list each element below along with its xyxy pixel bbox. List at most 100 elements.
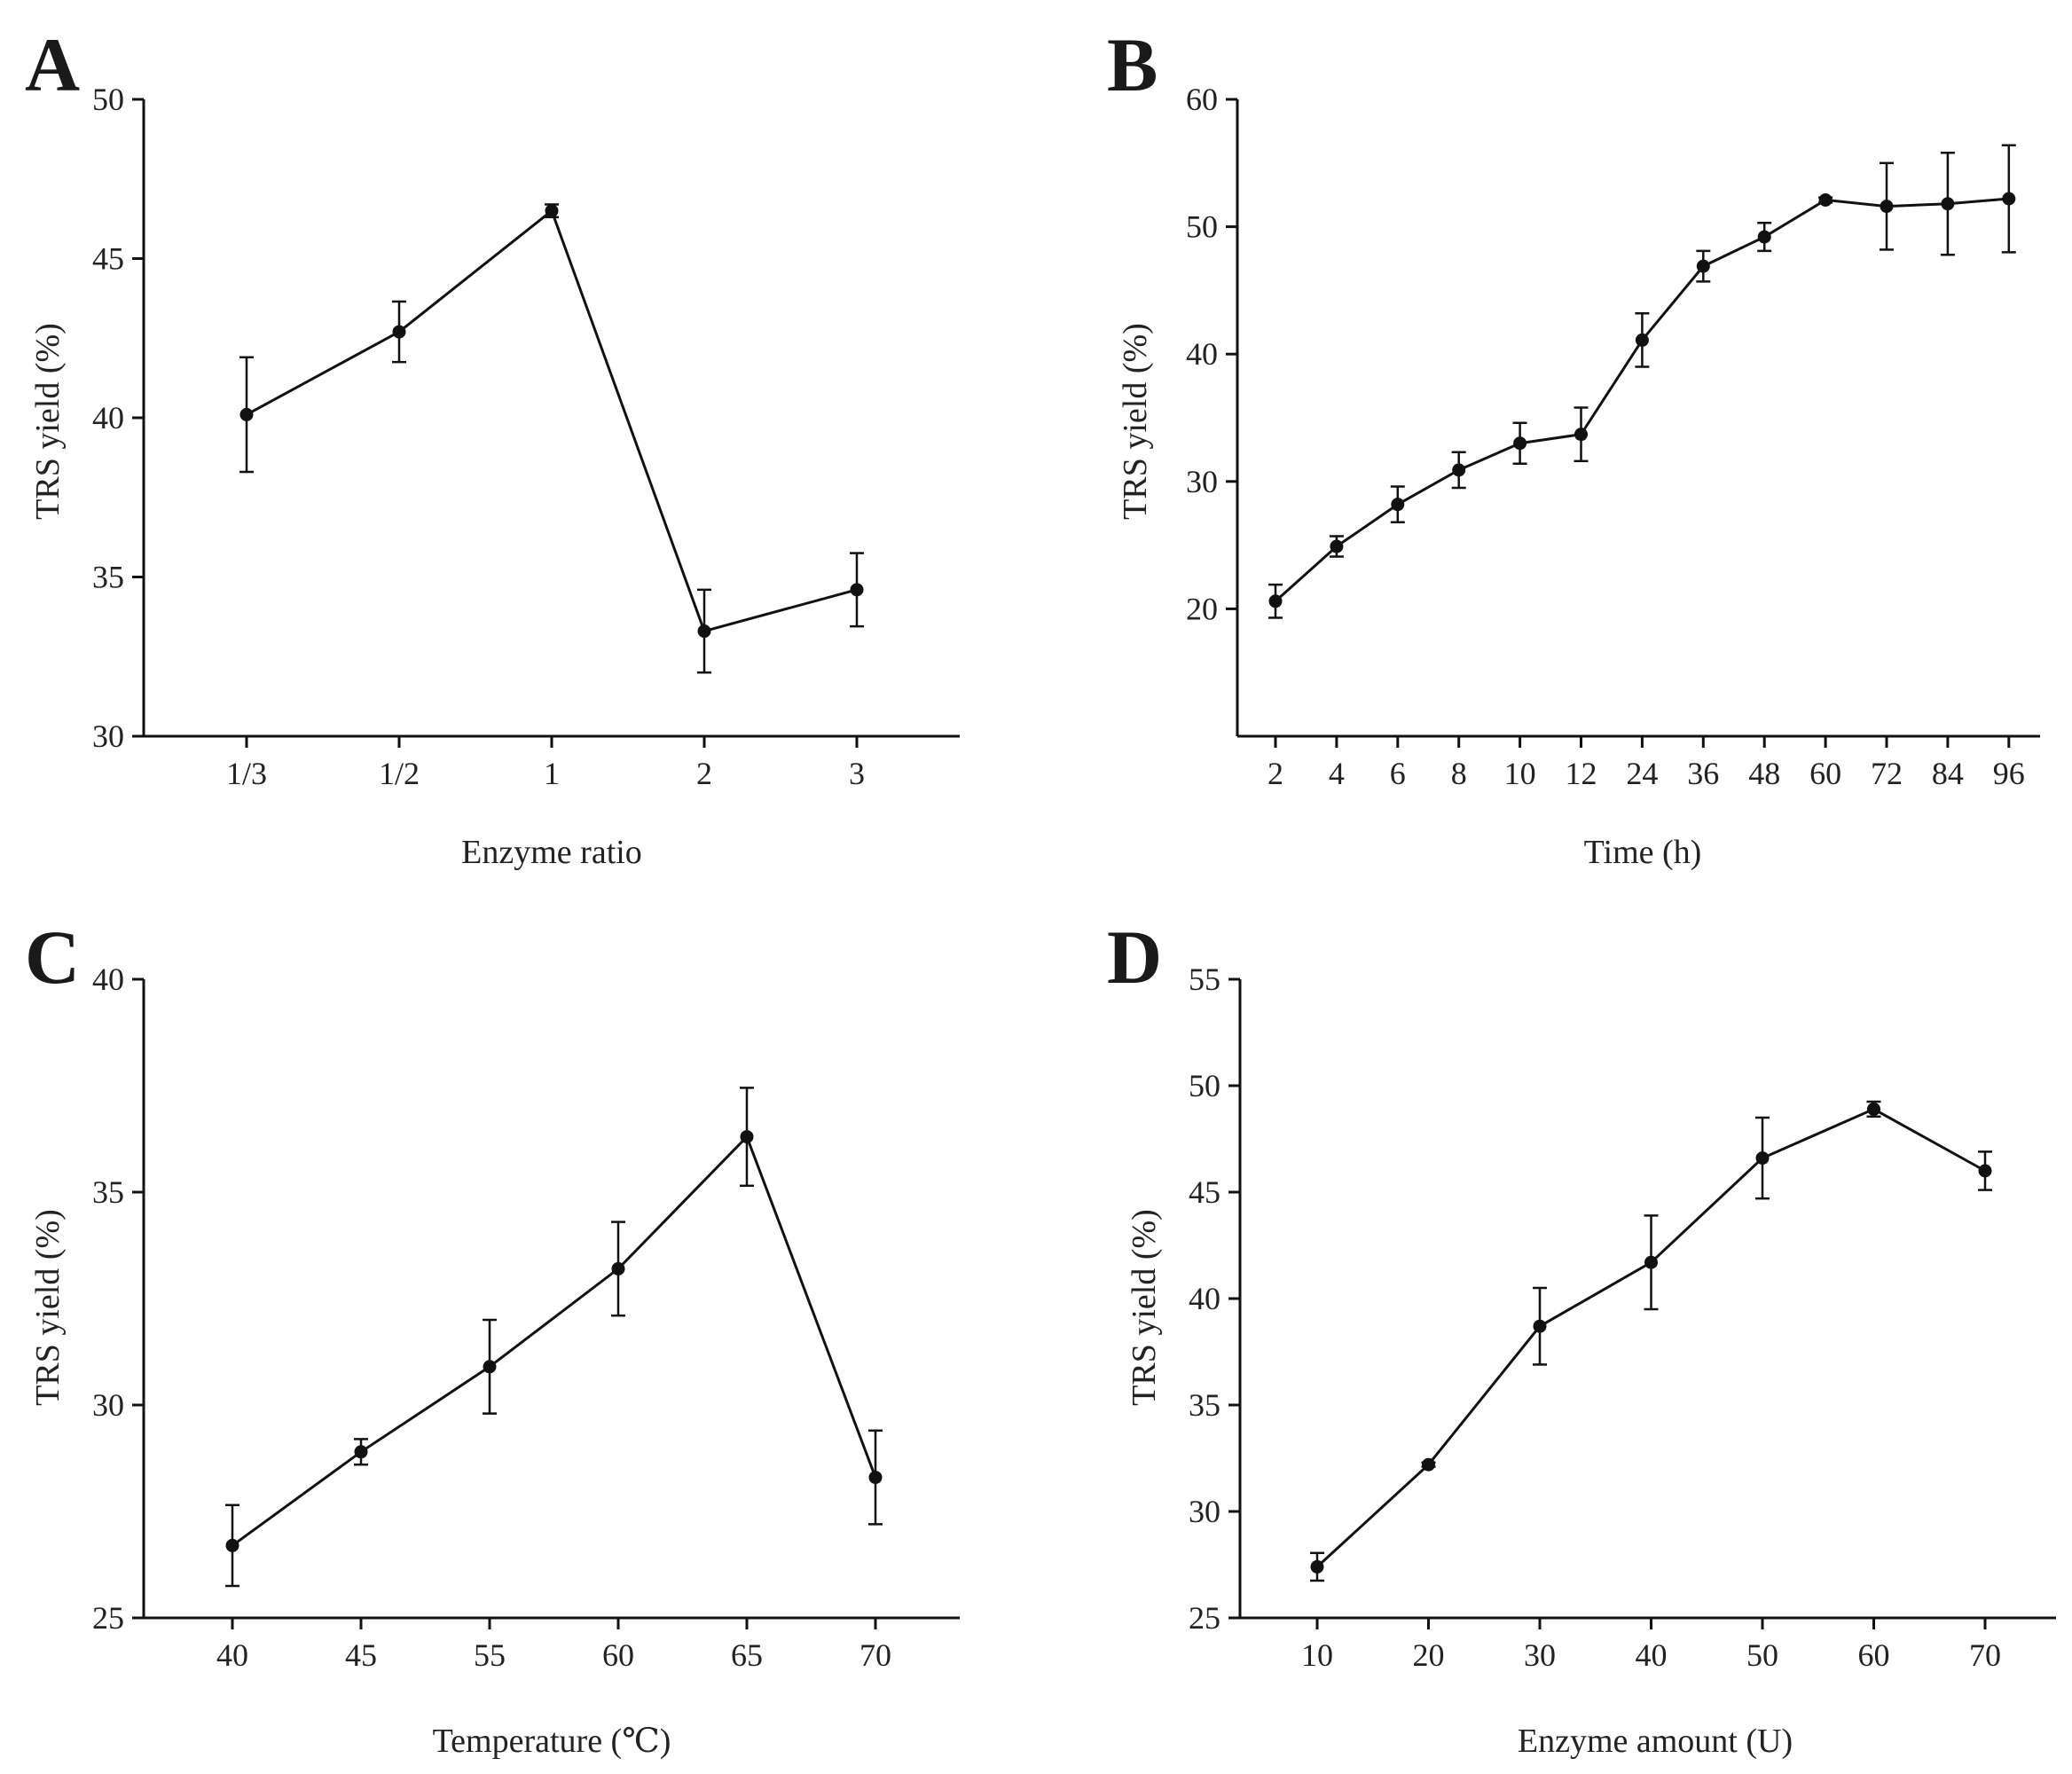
panel-d-ylabel: TRS yield (%) [1126, 1209, 1163, 1406]
panel-d-x-tick-label: 30 [1524, 1637, 1556, 1673]
panel-b-data-point [1330, 539, 1344, 553]
panel-a-y-tick-label: 40 [92, 400, 124, 436]
panel-b-y-tick-label: 60 [1186, 82, 1218, 117]
panel-c: C 25 30 35 40 40 45 55 60 65 70 Temperature (℃) T… [25, 914, 960, 1760]
panel-c-data-point [483, 1360, 497, 1374]
panel-b-data-point [1268, 594, 1283, 608]
panel-b-x-tick-label: 24 [1626, 756, 1658, 791]
panel-d-data-point [1867, 1102, 1880, 1116]
panel-b-data-point [1818, 192, 1833, 207]
panel-d-y-tick-label: 35 [1189, 1387, 1220, 1423]
panel-d-letter: D [1107, 914, 1162, 1000]
panel-d-xlabel: Enzyme amount (U) [1518, 1723, 1793, 1760]
panel-b-data-point [1635, 333, 1649, 347]
panel-d-data-point [1533, 1319, 1547, 1333]
panel-a-xlabel: Enzyme ratio [461, 834, 642, 871]
panel-c-data-point [354, 1445, 368, 1459]
panel-d-data-point [1310, 1559, 1324, 1574]
panel-c-data-point [868, 1471, 883, 1485]
panel-b-data-point [1757, 230, 1771, 244]
panel-d-x-tick-label: 40 [1636, 1637, 1668, 1673]
panel-a-x-tick-label: 1/2 [379, 756, 420, 791]
panel-c-data-point [611, 1261, 625, 1276]
panel-b-y-tick-label: 50 [1186, 209, 1218, 245]
panel-a-x-tick-label: 1 [544, 756, 560, 791]
panel-a: A 30 35 40 45 50 1/3 1/2 1 2 3 Enzyme ratio TRS y… [25, 22, 960, 871]
panel-b-x-tick-label: 6 [1390, 756, 1406, 791]
panel-b-data-point [1391, 498, 1405, 512]
panel-c-x-tick-label: 40 [216, 1637, 248, 1673]
panel-b-ylabel: TRS yield (%) [1117, 323, 1154, 520]
panel-b-x-tick-label: 2 [1268, 756, 1283, 791]
panel-c-x-tick-label: 55 [474, 1637, 506, 1673]
panel-b-x-tick-label: 48 [1748, 756, 1780, 791]
panel-c-letter: C [25, 914, 80, 1000]
panel-d-x-tick-label: 70 [1969, 1637, 2001, 1673]
panel-d-plot: 25 30 35 40 45 50 55 10 20 30 40 50 60 70 [1189, 962, 2056, 1673]
panel-d: D 25 30 35 40 45 50 55 10 20 30 40 50 60 70 Enzyme am… [1107, 914, 2056, 1760]
panel-d-data-point [1755, 1151, 1770, 1166]
panel-d-data-point [1978, 1164, 1992, 1178]
panel-c-y-tick-label: 40 [92, 962, 124, 997]
panel-a-data-point [545, 204, 559, 218]
panel-d-x-tick-label: 10 [1301, 1637, 1333, 1673]
panel-d-y-tick-label: 45 [1189, 1174, 1220, 1210]
panel-d-x-tick-label: 60 [1858, 1637, 1890, 1673]
panel-b-x-tick-label: 12 [1566, 756, 1597, 791]
panel-d-y-tick-label: 50 [1189, 1068, 1220, 1103]
panel-b-x-tick-label: 4 [1329, 756, 1345, 791]
panel-c-x-tick-label: 60 [602, 1637, 634, 1673]
panel-a-y-tick-label: 45 [92, 241, 124, 277]
panel-a-ylabel: TRS yield (%) [29, 323, 67, 520]
panel-d-x-tick-label: 50 [1746, 1637, 1778, 1673]
panel-a-data-point [239, 407, 254, 421]
panel-b-x-tick-label: 8 [1451, 756, 1467, 791]
panel-b-data-point [2002, 192, 2016, 206]
panel-a-data-point [850, 583, 864, 597]
panel-b-data-point [1513, 436, 1527, 451]
panel-c-series-line [232, 1134, 877, 1547]
panel-a-data-point [697, 624, 711, 639]
panel-b-data-point [1574, 428, 1588, 442]
panel-d-y-tick-label: 30 [1189, 1494, 1220, 1529]
panel-a-plot: 30 35 40 45 50 1/3 1/2 1 2 3 [92, 82, 960, 791]
panel-a-y-tick-label: 35 [92, 560, 124, 595]
panel-c-y-tick-label: 35 [92, 1174, 124, 1210]
panel-b-y-tick-label: 20 [1186, 591, 1218, 626]
panel-a-x-tick-label: 1/3 [226, 756, 267, 791]
panel-a-y-tick-label: 50 [92, 82, 124, 117]
panel-b-x-tick-label: 60 [1809, 756, 1841, 791]
panel-a-letter: A [25, 22, 80, 107]
panel-b-data-point [1941, 197, 1955, 211]
panel-c-y-tick-label: 30 [92, 1387, 124, 1423]
panel-b-data-point [1452, 463, 1466, 477]
panel-c-data-point [740, 1130, 754, 1144]
panel-c-x-tick-label: 45 [345, 1637, 377, 1673]
panel-a-x-tick-label: 2 [696, 756, 712, 791]
panel-a-data-point [392, 325, 406, 339]
panel-d-x-tick-label: 20 [1413, 1637, 1445, 1673]
panel-c-xlabel: Temperature (℃) [433, 1723, 671, 1760]
panel-b-y-tick-label: 40 [1186, 336, 1218, 372]
panel-d-y-tick-label: 40 [1189, 1281, 1220, 1316]
panel-b-x-tick-label: 84 [1932, 756, 1964, 791]
panel-b-data-point [1880, 200, 1894, 214]
panel-b-x-tick-label: 10 [1504, 756, 1536, 791]
panel-b-letter: B [1107, 22, 1158, 107]
panel-b-x-tick-label: 36 [1687, 756, 1719, 791]
panel-b-x-tick-label: 72 [1871, 756, 1903, 791]
panel-a-x-tick-label: 3 [849, 756, 865, 791]
panel-c-plot: 25 30 35 40 40 45 55 60 65 70 [92, 962, 960, 1673]
panel-c-y-tick-label: 25 [92, 1600, 124, 1636]
panel-a-y-tick-label: 30 [92, 718, 124, 754]
panel-d-y-tick-label: 25 [1189, 1600, 1220, 1636]
panel-c-x-tick-label: 70 [859, 1637, 891, 1673]
panel-b-xlabel: Time (h) [1584, 834, 1702, 871]
panel-b-x-tick-label: 96 [1993, 756, 2025, 791]
panel-c-x-tick-label: 65 [731, 1637, 763, 1673]
panel-b-data-point [1696, 259, 1710, 273]
panel-b-y-tick-label: 30 [1186, 464, 1218, 499]
